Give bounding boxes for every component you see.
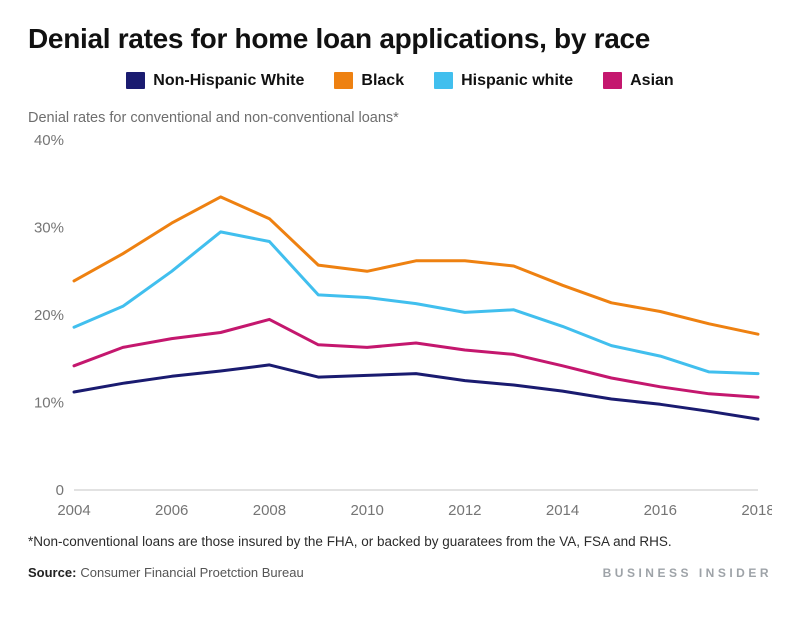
legend-label: Hispanic white — [461, 71, 574, 89]
legend-label: Asian — [630, 71, 674, 89]
legend-label: Black — [361, 71, 405, 89]
footer: Source: Consumer Financial Proetction Bur… — [28, 565, 772, 580]
series-line-hispanic-white — [72, 229, 760, 375]
legend-label: Non-Hispanic White — [153, 71, 305, 89]
series-line-non-hispanic-white — [72, 362, 760, 421]
legend-swatch — [434, 72, 454, 90]
y-tick-label: 40% — [34, 132, 64, 149]
x-tick-label: 2008 — [253, 502, 286, 519]
line-chart: 0 10% 20% 30% 40% 2004 2006 2008 2010 2012 2014 201… — [34, 132, 772, 519]
y-tick-label: 20% — [34, 307, 64, 324]
x-tick-label: 2004 — [57, 502, 90, 519]
series-line-asian — [72, 317, 760, 399]
legend-swatch — [334, 72, 354, 90]
y-tick-label: 10% — [34, 394, 64, 411]
legend-swatch — [126, 72, 146, 90]
x-tick-label: 2012 — [448, 502, 481, 519]
x-tick-label: 2014 — [546, 502, 579, 519]
branding-business-insider: BUSINESS INSIDER — [602, 565, 772, 580]
chart-subtitle: Denial rates for conventional and non-co… — [28, 109, 399, 126]
legend-item-hispanic-white: Hispanic white — [434, 72, 573, 90]
source-label: Source: — [28, 564, 77, 580]
y-tick-label: 30% — [34, 219, 64, 236]
footnote: *Non-conventional loans are those insure… — [28, 533, 672, 549]
y-tick-label: 0 — [56, 482, 64, 499]
legend: Non-Hispanic White Black Hispanic white Asi… — [28, 72, 772, 90]
legend-item-non-hispanic-white: Non-Hispanic White — [126, 72, 304, 90]
x-tick-label: 2016 — [644, 502, 677, 519]
source: Source: Consumer Financial Proetction Bur… — [28, 565, 304, 580]
series-line-black — [72, 194, 760, 336]
x-tick-label: 2010 — [350, 502, 383, 519]
x-tick-label: 2018 — [741, 502, 772, 519]
x-tick-label: 2006 — [155, 502, 188, 519]
legend-item-black: Black — [334, 72, 404, 90]
legend-swatch — [603, 72, 623, 90]
chart-title: Denial rates for home loan applications,… — [28, 23, 651, 54]
source-text: Consumer Financial Proetction Bureau — [80, 564, 304, 580]
legend-item-asian: Asian — [603, 72, 674, 90]
